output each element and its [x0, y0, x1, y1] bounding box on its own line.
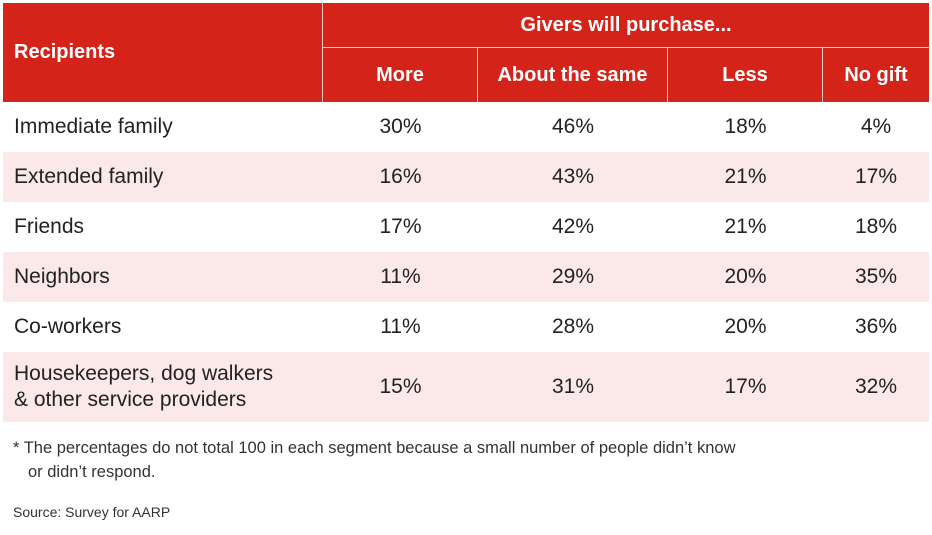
cell-no-gift: 32% [854, 375, 898, 398]
header-divider [323, 47, 929, 48]
column-header-more: More [376, 63, 424, 86]
table-row: Immediate family 30% 46% 18% 4% [3, 102, 929, 152]
cell-more: 17% [379, 215, 422, 238]
cell-less: 20% [724, 265, 767, 288]
cell-no-gift: 36% [854, 315, 898, 338]
column-header-about-the-same: About the same [497, 63, 648, 86]
cell-about-the-same: 43% [551, 165, 595, 188]
cell-less: 17% [724, 375, 767, 398]
givers-group-header: Givers will purchase... [520, 13, 732, 36]
cell-less: 20% [724, 315, 767, 338]
row-label: Extended family [14, 165, 164, 188]
survey-table: Recipients Givers will purchase... More … [3, 3, 929, 422]
header-divider [322, 3, 323, 102]
footnote-line: or didn’t respond. [28, 463, 156, 481]
table-row: Neighbors 11% 29% 20% 35% [3, 252, 929, 302]
table-row: Extended family 16% 43% 21% 17% [3, 152, 929, 202]
header-divider [667, 48, 668, 102]
row-label: Friends [14, 215, 85, 238]
cell-less: 21% [724, 165, 767, 188]
table-row: Friends 17% 42% 21% 18% [3, 202, 929, 252]
table-row: Co-workers 11% 28% 20% 36% [3, 302, 929, 352]
cell-about-the-same: 28% [551, 315, 595, 338]
cell-less: 18% [724, 115, 767, 138]
row-label: Housekeepers, dog walkers & other servic… [3, 352, 323, 422]
cell-more: 16% [379, 165, 422, 188]
cell-more: 11% [380, 315, 421, 338]
cell-no-gift: 18% [854, 215, 898, 238]
cell-no-gift: 4% [860, 115, 892, 138]
cell-more: 30% [379, 115, 422, 138]
row-label: Neighbors [14, 265, 110, 288]
row-label-line: & other service providers [14, 388, 247, 411]
column-header-less: Less [722, 63, 768, 86]
cell-no-gift: 17% [854, 165, 898, 188]
cell-about-the-same: 31% [551, 375, 595, 398]
row-label-line: Housekeepers, dog walkers [14, 362, 274, 385]
header-divider [822, 48, 823, 102]
table-header: Recipients Givers will purchase... More … [3, 3, 929, 102]
cell-more: 11% [380, 265, 421, 288]
cell-about-the-same: 46% [551, 115, 595, 138]
source-note: Source: Survey for AARP [13, 504, 171, 520]
footnote-line: * The percentages do not total 100 in ea… [13, 439, 736, 457]
recipients-header: Recipients [14, 41, 116, 63]
cell-no-gift: 35% [854, 265, 898, 288]
table-row: Housekeepers, dog walkers & other servic… [3, 352, 929, 422]
row-label: Immediate family [14, 115, 173, 138]
cell-about-the-same: 42% [551, 215, 595, 238]
row-label: Co-workers [14, 315, 122, 338]
cell-less: 21% [724, 215, 767, 238]
cell-about-the-same: 29% [551, 265, 595, 288]
cell-more: 15% [379, 375, 422, 398]
footnote: * The percentages do not total 100 in ea… [13, 436, 736, 484]
column-header-no-gift: No gift [844, 63, 908, 86]
header-divider [477, 48, 478, 102]
